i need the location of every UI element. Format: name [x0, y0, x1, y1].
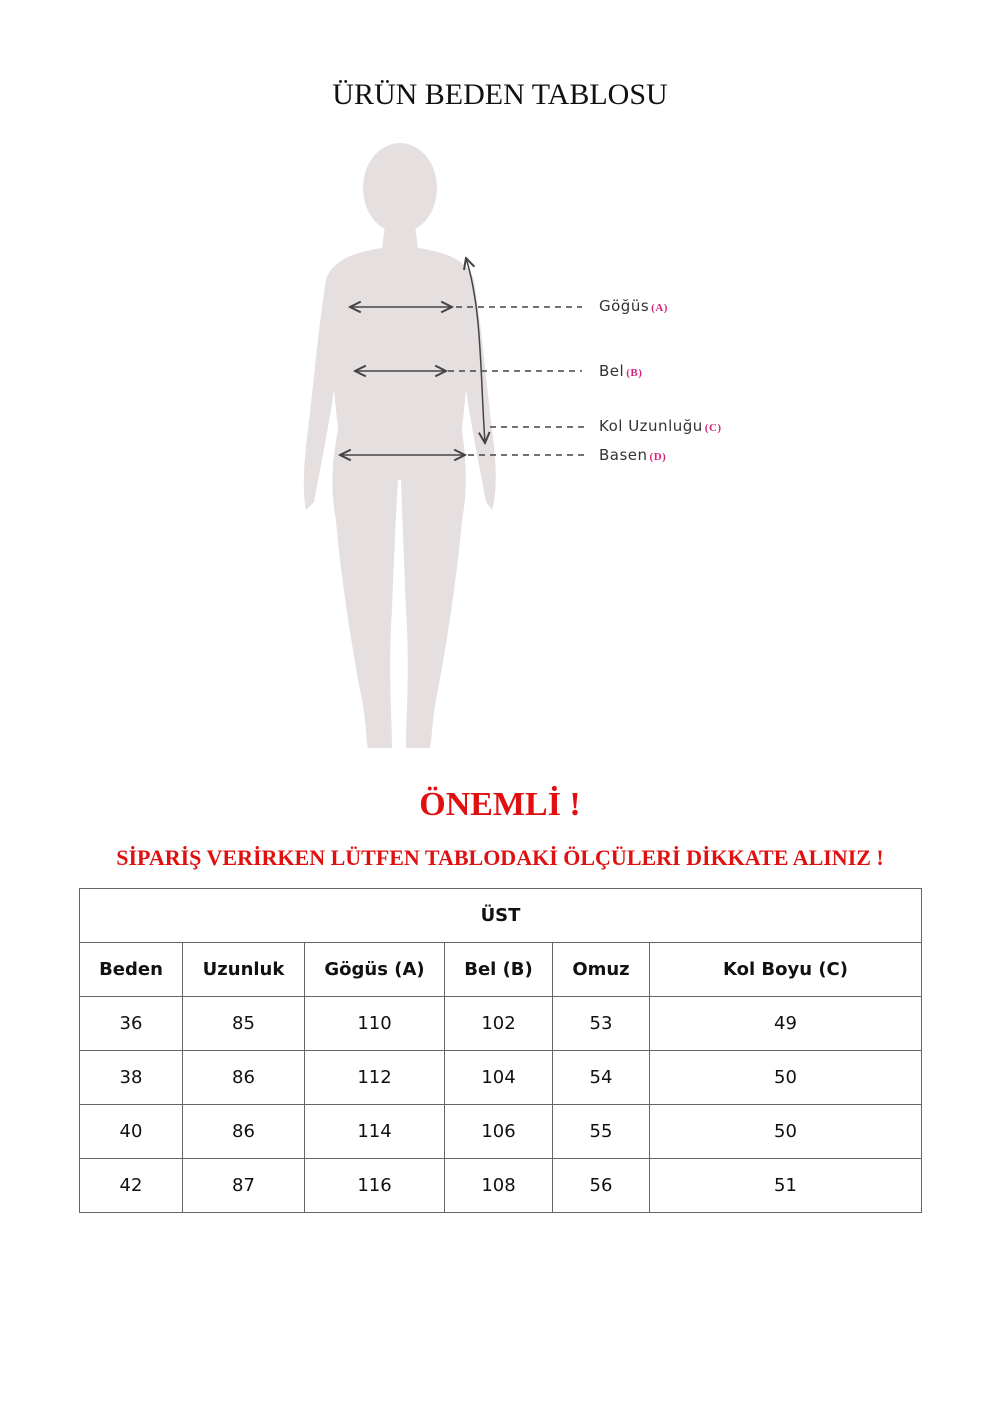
- sleeve-arrow: [466, 258, 485, 443]
- label-sleeve: Kol Uzunluğu (C): [599, 417, 722, 435]
- table-cell: 110: [304, 996, 445, 1051]
- column-header: Beden: [79, 942, 183, 997]
- table-cell: 116: [304, 1158, 445, 1213]
- label-text: Basen: [599, 446, 648, 464]
- table-cell: 36: [79, 996, 183, 1051]
- column-header: Kol Boyu (C): [649, 942, 922, 997]
- leader-lines: [448, 306, 584, 456]
- important-notice: SİPARİŞ VERİRKEN LÜTFEN TABLODAKİ ÖLÇÜLE…: [116, 845, 884, 870]
- table-cell: 49: [649, 996, 922, 1051]
- table-cell: 108: [444, 1158, 553, 1213]
- table-row: 38 86 112 104 54 50: [79, 1050, 922, 1105]
- table-cell: 106: [444, 1104, 553, 1159]
- body-silhouette-figure: [303, 143, 584, 748]
- page-title: ÜRÜN BEDEN TABLOSU: [332, 78, 668, 111]
- table-cell: 104: [444, 1050, 553, 1105]
- table-cell: 112: [304, 1050, 445, 1105]
- column-header: Gögüs (A): [304, 942, 445, 997]
- table-cell: 87: [182, 1158, 305, 1213]
- table-cell: 50: [649, 1050, 922, 1105]
- table-row: 40 86 114 106 55 50: [79, 1104, 922, 1159]
- table-cell: 42: [79, 1158, 183, 1213]
- table-cell: 102: [444, 996, 553, 1051]
- label-key: (B): [626, 367, 643, 379]
- table-cell: 50: [649, 1104, 922, 1159]
- label-text: Göğüs: [599, 297, 650, 315]
- table-cell: 114: [304, 1104, 445, 1159]
- section-header: ÜST: [79, 888, 922, 943]
- table-row: 42 87 116 108 56 51: [79, 1158, 922, 1213]
- column-header: Omuz: [552, 942, 650, 997]
- table-cell: 56: [552, 1158, 650, 1213]
- table-cell: 86: [182, 1050, 305, 1105]
- table-cell: 55: [552, 1104, 650, 1159]
- label-key: (A): [651, 302, 668, 314]
- section-row: ÜST: [79, 888, 922, 943]
- table-cell: 86: [182, 1104, 305, 1159]
- table-cell: 38: [79, 1050, 183, 1105]
- silhouette-shape: [303, 143, 496, 748]
- label-waist: Bel (B): [599, 362, 642, 380]
- table-cell: 85: [182, 996, 305, 1051]
- column-header: Uzunluk: [182, 942, 305, 997]
- table-cell: 40: [79, 1104, 183, 1159]
- table-cell: 51: [649, 1158, 922, 1213]
- table-cell: 53: [552, 996, 650, 1051]
- label-key: (C): [704, 422, 722, 434]
- table-cell: 54: [552, 1050, 650, 1105]
- size-table: ÜST Beden Uzunluk Gögüs (A) Bel (B) Omuz Kol …: [79, 888, 922, 1213]
- label-key: (D): [649, 451, 667, 463]
- label-chest: Göğüs (A): [599, 297, 668, 315]
- column-header: Bel (B): [444, 942, 553, 997]
- important-heading: ÖNEMLİ !: [419, 786, 581, 823]
- label-text: Kol Uzunluğu: [599, 417, 703, 435]
- header-row: Beden Uzunluk Gögüs (A) Bel (B) Omuz Kol Boyu…: [79, 942, 922, 997]
- table-row: 36 85 110 102 53 49: [79, 996, 922, 1051]
- label-hip: Basen (D): [599, 446, 666, 464]
- label-text: Bel: [599, 362, 625, 380]
